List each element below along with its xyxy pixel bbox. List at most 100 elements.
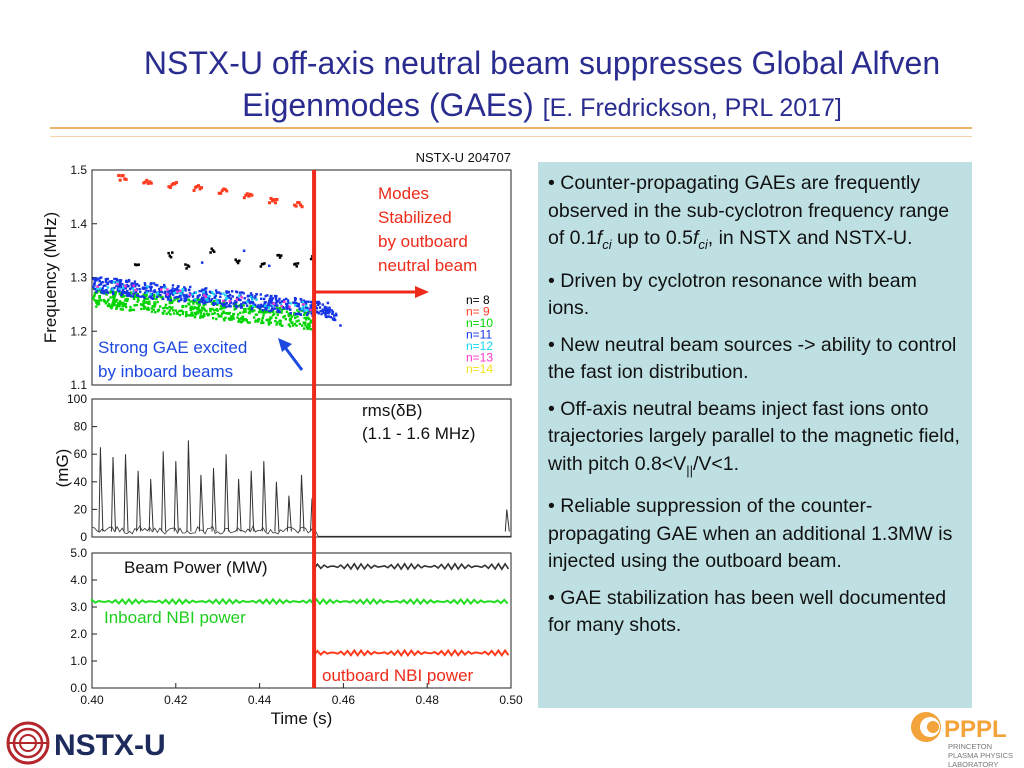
mode-point-n12	[279, 303, 283, 306]
mode-point-n10	[232, 312, 236, 316]
mode-point-n10	[198, 303, 201, 306]
mode-point-n11	[126, 289, 129, 293]
mode-point-n10	[298, 322, 302, 326]
bullet-text: New neutral beam sources -> ability to c…	[548, 333, 957, 384]
mode-point-n11	[184, 287, 187, 291]
mode-point-n10	[222, 317, 226, 321]
mode-point-n10	[193, 315, 197, 319]
mode-point-n10	[306, 316, 310, 319]
mode-point-n9	[297, 201, 301, 205]
mode-point-n10	[200, 306, 204, 309]
mode-point-n11	[309, 300, 313, 304]
pppl-sub-3: LABORATORY	[948, 760, 998, 768]
mode-point-n10	[145, 308, 149, 311]
mode-point-n8	[234, 258, 237, 261]
mode-point-n12	[205, 297, 208, 300]
mode-point-n11	[201, 288, 204, 291]
mode-point-n11-post	[324, 311, 328, 314]
mode-point-n10	[259, 310, 263, 313]
mode-point-n10	[304, 324, 307, 327]
panel3-ytick: 5.0	[70, 546, 87, 560]
mode-point-n11	[307, 307, 310, 310]
mode-point-n10	[106, 300, 109, 303]
mode-point-n11	[203, 289, 206, 292]
mode-point-n10	[257, 311, 261, 314]
mode-point-n9	[174, 180, 178, 184]
mode-point-n11	[212, 303, 215, 307]
mode-point-n10	[174, 309, 178, 312]
mode-point-n12	[111, 288, 114, 291]
mode-point-n10	[114, 293, 117, 296]
mode-point-n10	[222, 310, 225, 313]
mode-point-n11	[99, 283, 103, 286]
mode-point-n11	[164, 290, 167, 293]
panel3-frame	[91, 552, 512, 689]
mode-point-n13	[176, 290, 179, 294]
mode-point-n11	[136, 293, 139, 297]
mode-point-n12	[149, 293, 152, 296]
mode-point-n8	[168, 254, 172, 258]
mode-point-n8	[167, 251, 170, 255]
mode-point-n10	[153, 305, 156, 308]
mode-point-n10	[271, 310, 275, 314]
mode-point-n11	[131, 285, 134, 288]
mode-point-n10	[307, 326, 311, 329]
mode-point-n9	[200, 186, 204, 190]
mode-point-n11	[266, 294, 269, 297]
mode-point-n10	[302, 327, 306, 330]
mode-point-n11	[124, 291, 127, 294]
mode-point-n11	[95, 277, 98, 280]
mode-point-n11	[177, 295, 181, 299]
mode-point-n10	[131, 308, 134, 312]
mode-point-n10	[178, 309, 181, 313]
mode-point-n10	[124, 302, 128, 306]
mode-point-n11	[153, 290, 157, 294]
mode-point-n11	[231, 295, 234, 298]
mode-point-n13	[235, 298, 238, 301]
mode-point-n11	[125, 279, 128, 283]
mode-point-n12	[293, 304, 297, 307]
mode-point-n11	[154, 283, 157, 287]
mode-point-n10	[266, 318, 269, 321]
mode-point-n11	[205, 287, 208, 290]
mode-point-n11-post	[321, 310, 325, 313]
mode-point-n10	[242, 311, 245, 314]
panel3-xtick: 0.42	[164, 693, 188, 707]
mode-point-n11	[146, 290, 150, 293]
mode-point-n10	[153, 302, 156, 306]
mode-point-n10	[189, 314, 193, 317]
mode-point-n10	[129, 309, 132, 312]
mode-point-n10	[181, 304, 185, 308]
panel3-xtick: 0.46	[332, 693, 356, 707]
mode-point-n12	[246, 300, 249, 304]
mode-point-n10	[168, 305, 171, 309]
mode-point-n10	[105, 293, 108, 296]
mode-point-n12	[145, 291, 149, 294]
mode-point-n10	[98, 297, 101, 300]
mode-point-n8	[296, 262, 300, 265]
mode-point-n10	[291, 324, 295, 327]
mode-point-n8	[137, 263, 140, 266]
mode-point-n11	[305, 305, 308, 309]
mode-point-n11	[304, 302, 308, 306]
mode-point-extra	[242, 249, 246, 253]
mode-point-n11	[152, 282, 156, 285]
mode-point-n10	[92, 297, 95, 300]
mode-point-n10	[170, 301, 174, 305]
mode-point-n10	[202, 304, 205, 307]
mode-point-n11	[234, 304, 237, 308]
mode-point-n11	[274, 296, 277, 299]
mode-point-n10	[289, 317, 292, 320]
mode-point-n11	[200, 296, 204, 299]
mode-point-n10	[167, 311, 170, 314]
panel1-ytick: 1.5	[70, 163, 87, 177]
mode-point-n10	[262, 311, 265, 314]
mode-point-n11	[149, 289, 152, 293]
mode-point-n10	[260, 319, 264, 322]
mode-point-n11	[307, 309, 311, 312]
mode-point-n10	[278, 307, 282, 310]
mode-point-n11	[143, 296, 146, 299]
mode-point-n11	[273, 307, 276, 310]
mode-point-n10	[287, 312, 290, 316]
mode-point-n9	[168, 186, 172, 190]
